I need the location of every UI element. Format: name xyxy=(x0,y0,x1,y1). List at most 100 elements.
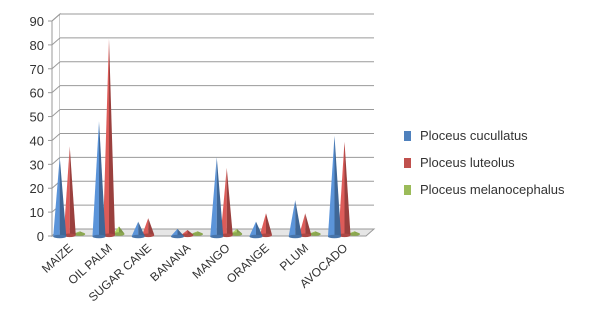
cone-base xyxy=(338,233,351,238)
y-tick-label: 0 xyxy=(37,229,44,244)
cone-base xyxy=(259,233,272,238)
cone-face-left xyxy=(259,213,266,237)
y-tick-label: 60 xyxy=(30,86,44,101)
gridline-depth xyxy=(51,13,61,22)
bar-ploceus-cucullatus-maize xyxy=(53,157,67,239)
cone-base xyxy=(191,232,203,236)
cone-face-left xyxy=(220,167,227,237)
legend-item-ploceus-cucullatus: Ploceus cucullatus xyxy=(404,128,528,143)
plot-area xyxy=(53,38,360,239)
cone-face-right xyxy=(295,200,302,238)
bar-ploceus-luteolus-sugar-cane xyxy=(142,218,155,238)
legend-swatch xyxy=(404,131,411,141)
cone-face-left xyxy=(338,141,345,237)
cone-base xyxy=(288,234,302,239)
bar-ploceus-melanocephalus-avocado xyxy=(348,231,360,236)
cone-face-left xyxy=(327,135,335,238)
cone-base xyxy=(92,234,106,239)
cone-face-right xyxy=(98,121,106,238)
cone-base xyxy=(170,234,184,239)
bar-ploceus-cucullatus-plum xyxy=(288,200,302,239)
bar-ploceus-melanocephalus-banana xyxy=(191,231,203,236)
y-axis: 0 10 20 30 40 50 60 70 80 90 xyxy=(30,14,44,244)
y-tick-label: 50 xyxy=(30,110,44,125)
bar-ploceus-luteolus-plum xyxy=(299,213,312,238)
cone-face-right xyxy=(108,38,115,237)
cone-face-left xyxy=(102,38,109,237)
y-tick-label: 30 xyxy=(30,157,44,172)
x-tick-label: MAIZE xyxy=(39,241,76,276)
cone-face-right xyxy=(255,221,263,238)
y-tick-label: 80 xyxy=(30,38,44,53)
cone-base xyxy=(181,233,194,238)
cone-face-left xyxy=(92,121,99,238)
bar-ploceus-cucullatus-mango xyxy=(210,157,224,239)
legend: Ploceus cucullatus Ploceus luteolus Ploceu… xyxy=(404,128,565,197)
bar-ploceus-luteolus-mango xyxy=(220,167,233,238)
bar-ploceus-luteolus-oil-palm xyxy=(102,38,115,238)
cone-base xyxy=(327,234,341,239)
gridline-depth xyxy=(51,156,61,165)
cone-face-right xyxy=(69,146,76,237)
legend-label: Ploceus cucullatus xyxy=(420,128,528,143)
cone-base xyxy=(131,234,145,239)
legend-item-ploceus-melanocephalus: Ploceus melanocephalus xyxy=(404,182,565,197)
cone-base xyxy=(231,232,243,236)
bar-ploceus-luteolus-maize xyxy=(63,146,76,238)
y-tick-label: 40 xyxy=(30,133,44,148)
gridline-depth xyxy=(51,109,61,117)
cone-face-left xyxy=(210,157,217,238)
gridline-depth xyxy=(51,133,61,141)
bar-ploceus-luteolus-orange xyxy=(259,213,272,238)
cone-base xyxy=(102,233,115,238)
bar-ploceus-cucullatus-oil-palm xyxy=(92,121,106,239)
legend-item-ploceus-luteolus: Ploceus luteolus xyxy=(404,155,515,170)
bar-ploceus-melanocephalus-oil-palm xyxy=(113,226,125,236)
y-tick-label: 70 xyxy=(30,62,44,77)
y-tick-label: 20 xyxy=(30,181,44,196)
cone-face-right xyxy=(226,167,233,237)
bar-ploceus-cucullatus-sugar-cane xyxy=(131,221,145,239)
legend-swatch xyxy=(404,185,411,195)
cone-base xyxy=(249,234,263,239)
cone-base xyxy=(142,233,155,238)
legend-label: Ploceus luteolus xyxy=(420,155,515,170)
bar-ploceus-cucullatus-orange xyxy=(249,221,263,239)
cone-base xyxy=(74,232,86,236)
cone-base xyxy=(309,232,321,236)
cone-face-left xyxy=(53,157,60,238)
cone-face-right xyxy=(138,221,145,238)
legend-label: Ploceus melanocephalus xyxy=(420,182,565,197)
cone-face-right xyxy=(344,141,351,237)
cone-face-right xyxy=(265,213,272,237)
cone-face-right xyxy=(216,157,224,238)
x-tick-label: PLUM xyxy=(277,241,311,274)
cone-face-left xyxy=(63,146,70,237)
cone-face-right xyxy=(334,135,341,238)
cone-base xyxy=(299,233,312,238)
cone-face-left xyxy=(142,218,149,237)
cone-face-left xyxy=(288,200,296,238)
cone-base xyxy=(220,233,233,238)
y-tick-label: 10 xyxy=(30,205,44,220)
cone-face-right xyxy=(148,218,155,237)
cone-face-left xyxy=(131,221,139,238)
cone-face-right xyxy=(305,213,312,237)
cone-base xyxy=(348,232,360,236)
bar-ploceus-melanocephalus-maize xyxy=(74,231,86,236)
x-tick-label: BANANA xyxy=(147,241,193,284)
y-tick-label: 90 xyxy=(30,14,44,29)
cone-base xyxy=(53,234,67,239)
gridline-depth xyxy=(51,37,61,46)
gridline-depth xyxy=(51,61,61,70)
bar-ploceus-melanocephalus-plum xyxy=(309,231,321,236)
cone-base xyxy=(210,234,224,239)
bar-ploceus-luteolus-avocado xyxy=(338,141,351,238)
gridline-depth xyxy=(51,85,61,94)
legend-swatch xyxy=(404,158,411,168)
cone-base xyxy=(63,233,76,238)
cone-base xyxy=(113,232,125,236)
